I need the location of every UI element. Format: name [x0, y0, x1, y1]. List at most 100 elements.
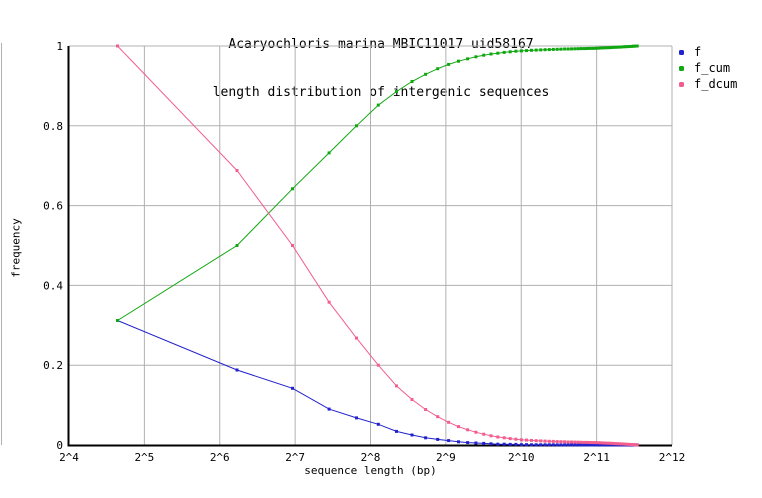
series-f_dcum-point	[543, 439, 547, 443]
series-f_cum-point	[633, 44, 637, 48]
y-tick-label: 0.4	[43, 279, 63, 292]
x-tick-label: 2^12	[659, 451, 686, 464]
series-f_cum-point	[596, 46, 600, 50]
series-f_dcum-point	[519, 438, 523, 442]
series-f_dcum-point	[116, 44, 119, 48]
legend-label-f-cum: f_cum	[694, 61, 731, 75]
series-f-point	[596, 443, 600, 447]
series-f-point	[608, 443, 612, 447]
series-f-point	[508, 442, 512, 446]
series-f_cum-point	[624, 45, 628, 49]
series-f_dcum-point	[496, 435, 500, 439]
series-f-point	[496, 442, 500, 446]
series-f_dcum-point	[502, 436, 506, 440]
series-f_dcum-point	[559, 440, 563, 444]
series-f_dcum-point	[608, 441, 612, 445]
series-f-point	[502, 442, 506, 446]
series-f_cum-point	[551, 47, 555, 51]
series-f_cum-point	[502, 50, 506, 54]
series-f-point	[588, 443, 592, 447]
series-f_dcum-point	[617, 442, 621, 446]
series-f-point	[291, 386, 294, 390]
series-f_dcum-point	[570, 440, 573, 444]
series-f_dcum-point	[355, 336, 358, 340]
series-f_dcum-point	[591, 441, 595, 445]
series-f_cum-point	[376, 103, 380, 107]
series-f_cum-point	[576, 47, 580, 51]
legend-marker-f-cum-icon	[679, 65, 684, 71]
x-tick-label: 2^5	[134, 451, 154, 464]
x-tick-label: 2^9	[436, 451, 456, 464]
series-f-point	[604, 443, 608, 447]
series-f-point	[559, 443, 563, 447]
series-f_dcum-point	[555, 440, 559, 444]
series-f_dcum-point	[327, 300, 331, 304]
series-f_cum-point	[566, 47, 570, 51]
series-f-point	[551, 443, 555, 447]
series-f-point	[582, 443, 586, 447]
y-tick-label: 0.8	[43, 120, 63, 133]
series-f_cum-point	[116, 319, 119, 322]
series-f-point	[585, 443, 589, 447]
series-f_cum-point	[466, 57, 470, 61]
series-f-point	[576, 443, 580, 447]
series-f_cum-point	[530, 48, 533, 52]
series-f_dcum-point	[588, 441, 592, 444]
series-f_dcum-point	[585, 440, 589, 444]
series-f-point	[436, 437, 440, 441]
series-f_dcum-point	[624, 442, 628, 446]
series-f_cum-point	[630, 44, 634, 48]
series-f-point	[489, 442, 493, 446]
series-f_dcum-point	[622, 442, 626, 446]
series-f_dcum-point	[482, 432, 486, 436]
x-tick-label: 2^7	[285, 451, 305, 464]
series-f_cum-point	[327, 151, 331, 155]
series-f_cum-point	[534, 48, 538, 52]
series-f-line	[117, 320, 638, 446]
series-f_dcum-point	[489, 434, 493, 438]
series-f-point	[539, 443, 543, 447]
series-f_dcum-point	[620, 442, 623, 446]
series-f_cum-point	[410, 80, 414, 83]
series-f_dcum-point	[611, 441, 615, 445]
series-f_cum-point	[539, 48, 543, 52]
legend-label-f: f	[694, 45, 702, 59]
x-tick-label: 2^4	[59, 451, 79, 464]
series-f_cum-point	[489, 52, 493, 56]
series-f_cum-point	[514, 49, 518, 53]
series-f_dcum-point	[573, 440, 577, 444]
y-tick-label: 1	[56, 40, 63, 53]
series-f_dcum-point	[615, 442, 619, 446]
y-tick-label: 0	[56, 439, 63, 452]
series-f-point	[474, 441, 478, 445]
series-f-point	[514, 442, 518, 446]
series-f_cum-point	[585, 47, 589, 50]
series-f_cum-point	[635, 44, 639, 48]
series-f_cum-point	[613, 45, 617, 49]
series-f-point	[424, 436, 428, 440]
series-f_cum-point	[593, 46, 597, 50]
x-tick-label: 2^11	[583, 451, 610, 464]
series-f_cum-point	[606, 46, 610, 50]
legend-item-f: f	[679, 44, 737, 60]
series-f-point	[355, 416, 358, 420]
series-f-point	[563, 443, 567, 447]
series-f-point	[530, 443, 533, 447]
series-f-point	[466, 441, 470, 445]
series-f_cum-point	[424, 72, 428, 76]
series-f_cum-point	[235, 244, 239, 247]
series-f-point	[593, 443, 597, 447]
chart-subtitle: length distribution of intergenic sequen…	[212, 85, 550, 100]
series-f-point	[534, 443, 538, 447]
page-left-border	[1, 43, 2, 445]
series-f_dcum-point	[601, 441, 605, 445]
series-f-point	[482, 441, 486, 445]
series-f_cum-point	[525, 49, 528, 53]
series-f_cum-point	[582, 47, 586, 51]
series-f_dcum-point	[579, 440, 583, 444]
series-f-point	[543, 443, 547, 447]
legend-item-f-cum: f_cum	[679, 60, 737, 76]
series-f-point	[235, 368, 239, 372]
series-f-point	[606, 443, 610, 447]
